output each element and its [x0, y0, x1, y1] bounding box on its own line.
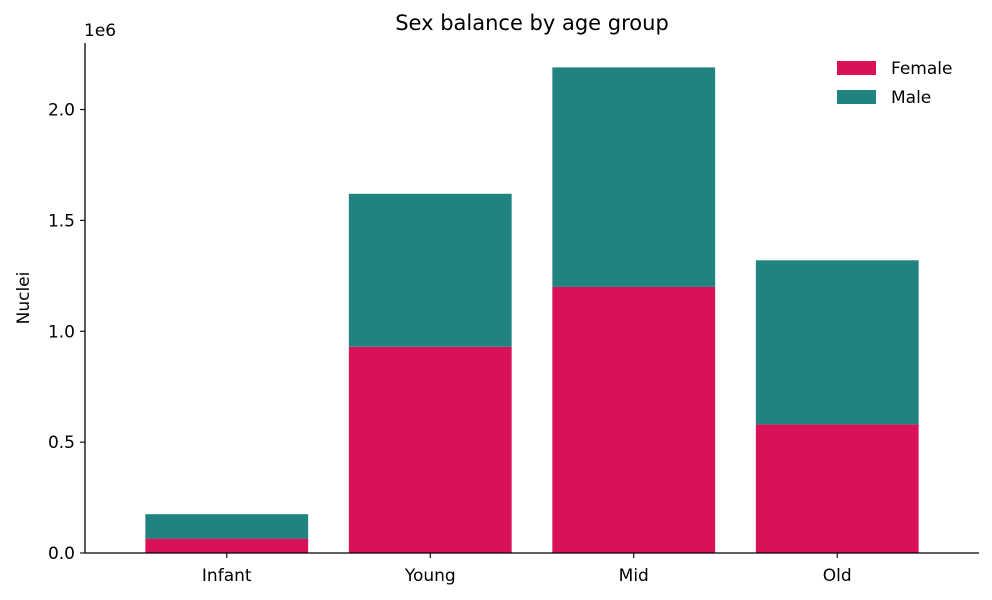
legend: Female Male — [837, 59, 952, 108]
y-tick-label: 2.0 — [48, 101, 75, 121]
chart-title: Sex balance by age group — [395, 11, 669, 35]
bar-male-infant — [145, 514, 309, 539]
x-axis: Infant Young Mid Old — [85, 552, 979, 586]
x-tick-label: Infant — [202, 566, 252, 586]
x-tick-label: Old — [823, 566, 852, 586]
legend-swatch-female — [837, 61, 876, 75]
y-axis-offset-text: 1e6 — [84, 21, 116, 41]
bar-female-old — [755, 424, 919, 553]
legend-swatch-male — [837, 90, 876, 104]
legend-label-male: Male — [891, 88, 931, 108]
y-tick-label: 0.5 — [48, 433, 75, 453]
y-tick-label: 1.5 — [48, 211, 75, 231]
y-axis-label: Nuclei — [14, 272, 34, 325]
bar-male-young — [348, 193, 512, 347]
y-axis: 0.0 0.5 1.0 1.5 2.0 — [48, 43, 86, 564]
bar-female-young — [348, 346, 512, 553]
bars-group — [145, 67, 919, 553]
bar-female-infant — [145, 538, 309, 553]
bar-male-old — [755, 260, 919, 425]
y-tick-label: 0.0 — [48, 544, 75, 564]
legend-label-female: Female — [891, 59, 952, 79]
bar-male-mid — [552, 67, 716, 287]
bar-female-mid — [552, 286, 716, 553]
y-tick-label: 1.0 — [48, 322, 75, 342]
x-tick-label: Mid — [619, 566, 649, 586]
x-tick-label: Young — [404, 566, 456, 586]
